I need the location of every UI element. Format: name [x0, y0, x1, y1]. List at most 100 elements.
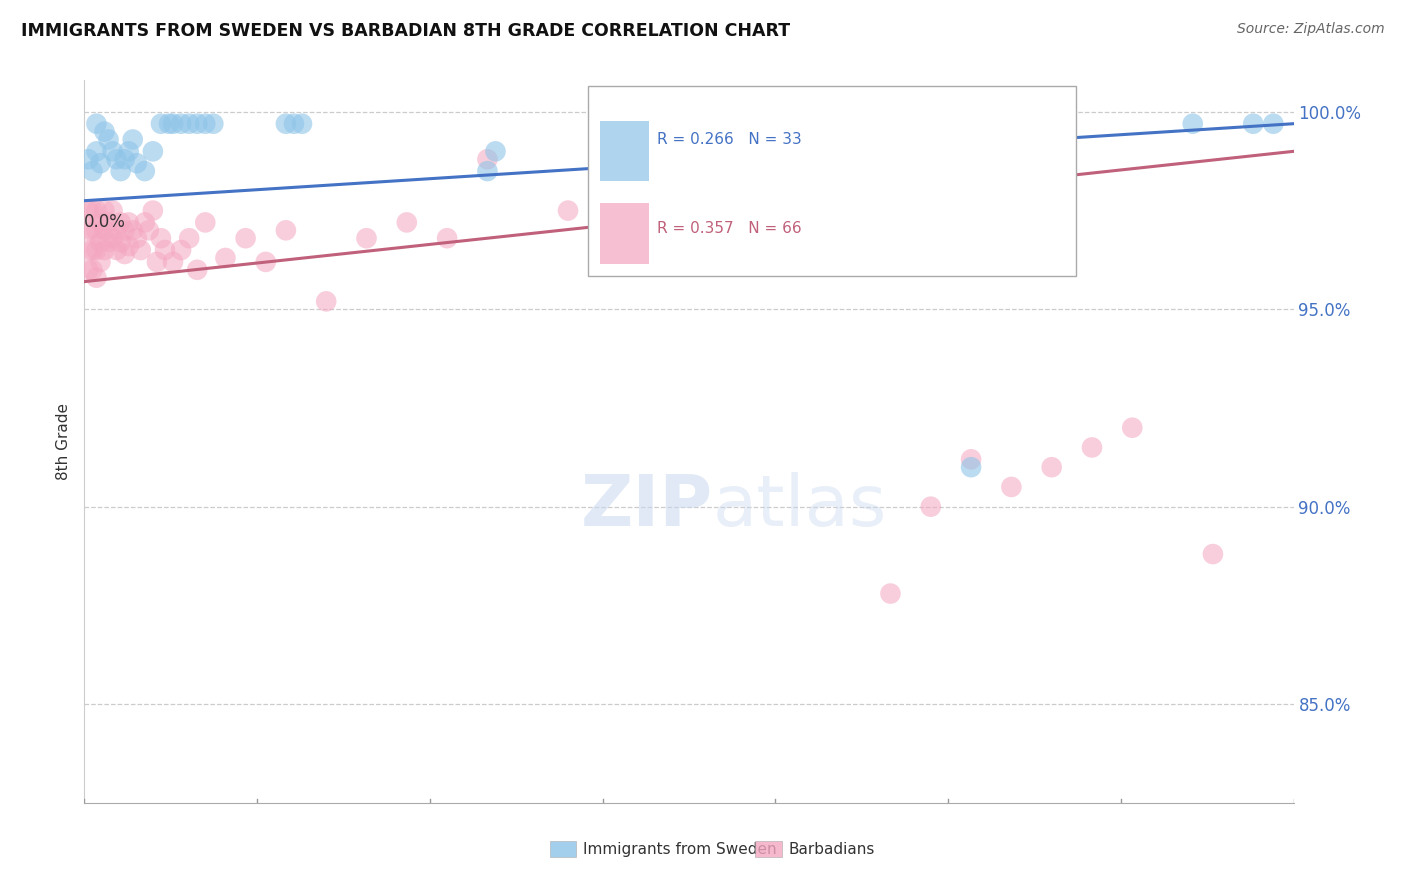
Point	[395, 215, 418, 229]
Point	[89, 255, 111, 269]
Point	[153, 243, 176, 257]
Point	[82, 164, 104, 178]
Point	[125, 231, 148, 245]
Point	[170, 243, 193, 257]
Point	[86, 117, 108, 131]
Point	[105, 223, 128, 237]
Point	[110, 215, 132, 229]
Point	[186, 117, 208, 131]
Point	[1081, 441, 1104, 455]
Point	[101, 231, 124, 245]
Point	[110, 164, 132, 178]
Text: Barbadians: Barbadians	[789, 841, 875, 856]
Point	[291, 117, 314, 131]
Point	[214, 251, 236, 265]
Point	[283, 117, 305, 131]
Point	[960, 452, 983, 467]
Point	[86, 270, 108, 285]
Point	[77, 243, 100, 257]
Point	[86, 145, 108, 159]
Point	[1181, 117, 1204, 131]
Point	[202, 117, 225, 131]
Point	[477, 164, 499, 178]
Point	[235, 231, 257, 245]
Point	[82, 262, 104, 277]
Point	[105, 153, 128, 167]
Bar	[550, 841, 576, 857]
Point	[89, 235, 111, 249]
Point	[436, 231, 458, 245]
Point	[162, 255, 184, 269]
Point	[89, 215, 111, 229]
Point	[86, 223, 108, 237]
Point	[1263, 117, 1285, 131]
Text: Source: ZipAtlas.com: Source: ZipAtlas.com	[1237, 22, 1385, 37]
Text: ZIP: ZIP	[581, 472, 713, 541]
Bar	[600, 203, 648, 264]
Point	[274, 117, 297, 131]
Point	[315, 294, 337, 309]
Point	[179, 117, 201, 131]
Point	[179, 231, 201, 245]
Point	[93, 203, 115, 218]
Point	[101, 203, 124, 218]
Point	[118, 215, 141, 229]
Point	[557, 203, 579, 218]
Point	[82, 203, 104, 218]
Point	[97, 215, 120, 229]
Point	[356, 231, 378, 245]
Point	[129, 243, 152, 257]
Point	[1040, 460, 1063, 475]
Text: R = 0.357   N = 66: R = 0.357 N = 66	[657, 221, 801, 235]
Point	[86, 243, 108, 257]
Point	[93, 223, 115, 237]
Point	[77, 223, 100, 237]
Point	[97, 132, 120, 146]
Point	[125, 156, 148, 170]
Text: 0.0%: 0.0%	[84, 212, 127, 230]
Text: R = 0.266   N = 33: R = 0.266 N = 33	[657, 132, 801, 147]
Point	[254, 255, 277, 269]
Point	[82, 243, 104, 257]
Point	[77, 153, 100, 167]
FancyBboxPatch shape	[588, 87, 1076, 276]
Point	[121, 132, 143, 146]
Point	[82, 223, 104, 237]
Point	[879, 586, 901, 600]
Point	[89, 156, 111, 170]
Point	[118, 145, 141, 159]
Point	[718, 215, 741, 229]
Point	[637, 223, 659, 237]
Point	[105, 243, 128, 257]
Point	[149, 117, 172, 131]
Point	[118, 239, 141, 253]
Bar	[755, 841, 782, 857]
Text: Immigrants from Sweden: Immigrants from Sweden	[582, 841, 776, 856]
Point	[110, 235, 132, 249]
Text: atlas: atlas	[713, 472, 887, 541]
Point	[142, 203, 165, 218]
Point	[114, 223, 136, 237]
Point	[960, 460, 983, 475]
Point	[146, 255, 169, 269]
Point	[142, 145, 165, 159]
Point	[1121, 421, 1143, 435]
Point	[149, 231, 172, 245]
Point	[97, 235, 120, 249]
Point	[799, 231, 821, 245]
Point	[114, 153, 136, 167]
Point	[134, 164, 156, 178]
Point	[93, 125, 115, 139]
Point	[274, 223, 297, 237]
Point	[1241, 117, 1264, 131]
Bar	[600, 120, 648, 181]
Point	[920, 500, 942, 514]
Point	[77, 262, 100, 277]
Point	[134, 215, 156, 229]
Point	[93, 243, 115, 257]
Point	[77, 203, 100, 218]
Point	[138, 223, 160, 237]
Point	[1000, 480, 1022, 494]
Point	[194, 215, 217, 229]
Point	[162, 117, 184, 131]
